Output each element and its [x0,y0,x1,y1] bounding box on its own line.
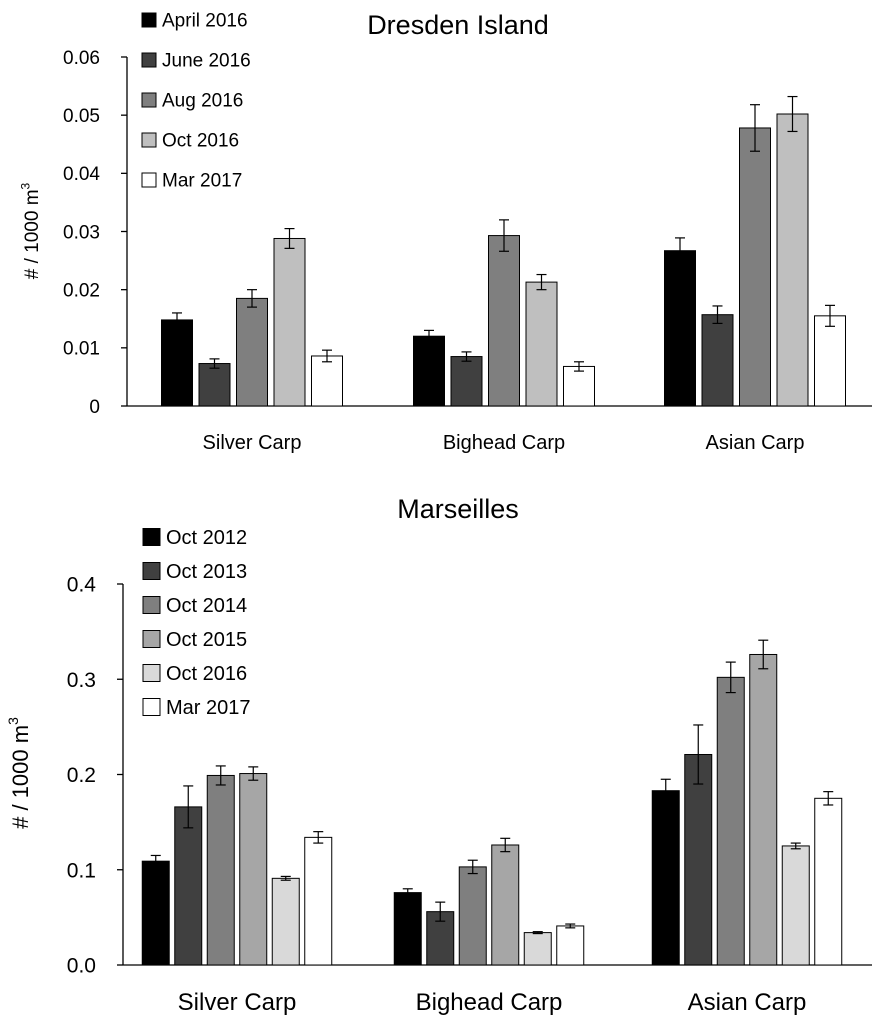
legend-label: Mar 2017 [162,171,242,192]
bar [563,365,595,407]
bar [488,235,520,407]
y-axis-label-text: # / 1000 m [8,725,33,829]
legend-label: Oct 2015 [166,629,247,651]
bar [523,932,552,966]
bar [491,844,520,966]
legend-swatch [141,52,157,68]
y-tick-label: 0.4 [67,574,97,597]
bar [271,877,300,966]
bar [450,356,483,407]
bar [273,237,306,407]
chart-panel-marseilles: Marseilles 0.0 0.1 0.2 0.3 0.4 # / 1000 m3 Silv… [5,494,872,1016]
y-tick-label: 0.02 [63,281,100,302]
y-tick-label: 0.3 [67,669,96,692]
legend-swatch [142,528,161,546]
bar [739,127,771,407]
y-tick-label: 0.01 [63,339,100,360]
bar [814,315,846,407]
bar [174,806,203,966]
y-tick-label: 0.06 [63,48,100,69]
x-category-label: Silver Carp [203,432,302,454]
x-category-label: Asian Carp [706,432,805,454]
y-tick-label: 0 [89,397,100,418]
x-category-label: Asian Carp [688,989,807,1016]
bar [141,860,170,966]
legend-label: Oct 2014 [166,595,247,617]
chart-panel-dresden-island: Dresden Island 0 0.01 0.02 0.03 0.04 0.05 0.06 #… [18,10,872,454]
bar [701,314,734,407]
y-axis-label: # / 1000 m3 [18,182,43,279]
y-axis-label: # / 1000 m3 [5,717,33,829]
bar [304,836,333,966]
y-tick-label: 0.03 [63,222,100,243]
legend: April 2016 June 2016 Aug 2016 Oct 2016 Mar 2… [141,11,251,192]
legend-label: Oct 2012 [166,527,247,549]
bar [684,753,713,966]
bar [716,676,745,966]
legend-swatch [142,596,161,614]
bar [206,774,235,966]
y-axis-label-superscript: 3 [5,717,21,725]
legend-label: Mar 2017 [166,697,251,719]
y-tick-label: 0.1 [67,859,96,882]
y-tick-label: 0.04 [63,164,100,185]
bar [236,297,268,407]
bar [161,319,193,407]
bar [458,866,487,966]
bar [393,892,422,966]
x-category-label: Bighead Carp [443,432,565,454]
legend-swatch [142,664,161,682]
bar [749,653,778,966]
y-tick-label: 0.2 [67,764,96,787]
legend-label: Oct 2013 [166,561,247,583]
legend-label: Oct 2016 [166,663,247,685]
x-category-label: Silver Carp [178,989,297,1016]
bar [781,845,810,966]
legend-swatch [141,132,157,148]
legend-swatch [141,172,157,188]
bar [311,355,343,407]
bar [556,925,585,966]
bar [239,773,268,966]
legend: Oct 2012 Oct 2013 Oct 2014 Oct 2015 Oct 2016… [142,527,251,719]
bar [776,113,809,407]
bar [664,250,696,407]
bar [525,281,558,407]
chart-title: Marseilles [397,494,519,524]
bar [198,363,231,407]
bar [413,335,445,407]
legend-swatch [142,698,161,716]
y-tick-label: 0.0 [67,955,96,978]
bar [814,797,843,966]
chart-title: Dresden Island [367,10,549,40]
legend-swatch [141,12,157,28]
legend-label: April 2016 [162,11,248,32]
legend-label: Oct 2016 [162,131,239,152]
legend-label: June 2016 [162,51,251,72]
bar [651,790,680,966]
y-axis-label-text: # / 1000 m [22,189,43,279]
legend-swatch [142,562,161,580]
y-tick-label: 0.05 [63,106,100,127]
legend-swatch [141,92,157,108]
x-category-label: Bighead Carp [416,989,563,1016]
legend-label: Aug 2016 [162,91,243,112]
legend-swatch [142,630,161,648]
y-axis-label-superscript: 3 [18,182,32,189]
